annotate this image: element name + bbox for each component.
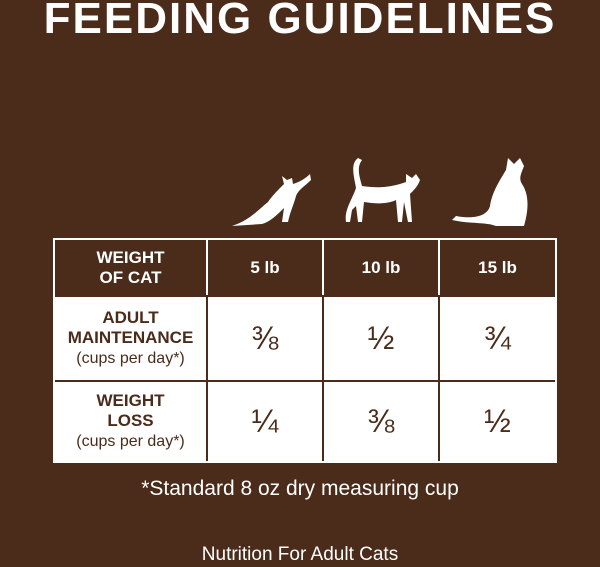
header-text: 15 lb bbox=[478, 257, 517, 277]
amount-cell: ⅜ bbox=[208, 295, 324, 380]
amount-cell: ¾ bbox=[440, 295, 555, 380]
row-label-line: ADULT bbox=[102, 307, 159, 327]
cat-kitten bbox=[232, 174, 311, 226]
amount-cell: ¼ bbox=[208, 380, 324, 461]
cat-icons bbox=[232, 158, 528, 226]
row-unit: (cups per day*) bbox=[76, 432, 185, 450]
amount: ½ bbox=[484, 403, 511, 439]
amount: ¾ bbox=[484, 320, 511, 356]
amount: ⅜ bbox=[367, 403, 395, 439]
header-text: 10 lb bbox=[361, 257, 401, 277]
header-cell: WEIGHT OF CAT bbox=[55, 240, 208, 295]
header-line: OF CAT bbox=[99, 267, 162, 287]
row-label: WEIGHT LOSS (cups per day*) bbox=[55, 380, 208, 461]
amount: ½ bbox=[367, 320, 395, 356]
cat-standing bbox=[345, 158, 420, 222]
header-cell: 10 lb bbox=[324, 240, 440, 295]
footer: Nutrition For Adult Cats bbox=[201, 544, 399, 565]
footnote: *Standard 8 oz dry measuring cup bbox=[141, 477, 459, 500]
row-label-line: WEIGHT bbox=[96, 390, 165, 410]
header-line: WEIGHT bbox=[96, 247, 165, 267]
amount-cell: ½ bbox=[440, 380, 555, 461]
cat-sitting bbox=[452, 158, 528, 226]
title: FEEDING GUIDELINES bbox=[43, 0, 557, 43]
row-unit: (cups per day*) bbox=[76, 349, 185, 367]
row-label-line: LOSS bbox=[107, 410, 154, 430]
amount-cell: ½ bbox=[324, 295, 440, 380]
row-label: ADULT MAINTENANCE (cups per day*) bbox=[55, 295, 208, 380]
header-cell: 5 lb bbox=[208, 240, 324, 295]
row-label-line: MAINTENANCE bbox=[67, 327, 194, 347]
amount: ⅜ bbox=[251, 320, 279, 356]
feeding-table: WEIGHT OF CAT 5 lb 10 lb 15 lb ADULT MAINTENAN… bbox=[53, 238, 557, 463]
header-text: 5 lb bbox=[250, 257, 280, 277]
amount: ¼ bbox=[251, 403, 279, 439]
amount-cell: ⅜ bbox=[324, 380, 440, 461]
header-cell: 15 lb bbox=[440, 240, 555, 295]
